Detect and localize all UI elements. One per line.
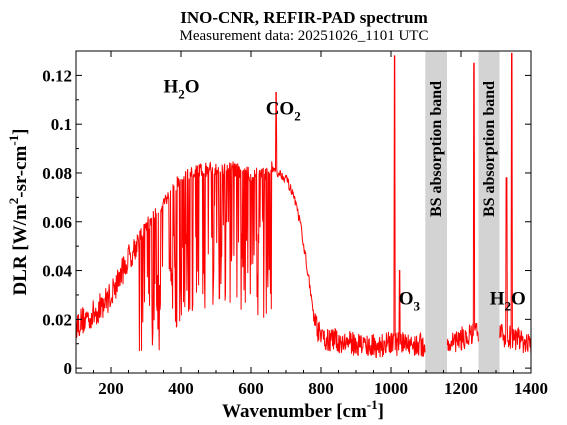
annotation-1: H2O xyxy=(164,76,200,101)
x-axis-ticks: 200 400 600 800 1000 1200 1400 xyxy=(93,51,548,398)
annotation-4: H2O xyxy=(490,289,526,314)
spectrum-series xyxy=(75,52,532,359)
absorption-band-1 xyxy=(425,51,447,373)
y-tick-label: 0.08 xyxy=(42,164,72,183)
y-axis-ticks: 0 0.02 0.04 0.06 0.08 0.1 0.12 xyxy=(42,66,531,378)
x-tick-label: 1000 xyxy=(374,379,408,398)
y-tick-label: 0.1 xyxy=(51,115,72,134)
x-tick-label: 1200 xyxy=(444,379,478,398)
y-tick-label: 0.02 xyxy=(42,310,72,329)
chart-subtitle: Measurement data: 20251026_1101 UTC xyxy=(180,28,429,44)
y-tick-label: 0.06 xyxy=(42,213,72,232)
x-tick-label: 1400 xyxy=(514,379,548,398)
spectrum-line xyxy=(75,52,532,359)
absorption-bands: BS absorption band BS absorption band xyxy=(425,51,500,373)
x-tick-label: 200 xyxy=(98,379,124,398)
y-tick-label: 0.12 xyxy=(42,66,72,85)
annotation-3: O3 xyxy=(399,289,421,314)
x-tick-label: 800 xyxy=(308,379,334,398)
annotation-2: CO2 xyxy=(266,98,301,123)
chart-annotations: H2O CO2 O3 H2O xyxy=(164,76,526,313)
y-tick-label: 0 xyxy=(64,359,73,378)
x-tick-label: 400 xyxy=(168,379,194,398)
y-tick-label: 0.04 xyxy=(42,262,72,281)
x-tick-label: 600 xyxy=(238,379,264,398)
absorption-band-label-1: BS absorption band xyxy=(428,81,445,217)
chart-title: INO-CNR, REFIR-PAD spectrum xyxy=(180,8,428,27)
plot-frame xyxy=(75,50,532,374)
x-axis-label: Wavenumber [cm-1] xyxy=(222,397,384,422)
y-axis-label: DLR [W/m2-sr-cm-1] xyxy=(6,128,31,295)
absorption-band-label-2: BS absorption band xyxy=(481,81,498,217)
absorption-band-2 xyxy=(478,51,500,373)
